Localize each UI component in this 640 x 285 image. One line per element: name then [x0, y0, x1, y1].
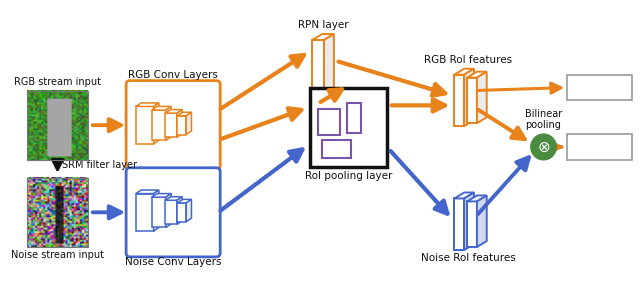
Polygon shape	[312, 34, 334, 40]
Polygon shape	[136, 194, 154, 231]
Polygon shape	[467, 72, 487, 78]
Polygon shape	[477, 196, 487, 247]
Polygon shape	[177, 200, 191, 203]
Polygon shape	[177, 203, 186, 222]
FancyBboxPatch shape	[567, 134, 632, 160]
Polygon shape	[467, 201, 477, 247]
Circle shape	[531, 134, 556, 160]
Polygon shape	[166, 113, 177, 137]
Polygon shape	[177, 197, 182, 224]
Polygon shape	[177, 109, 182, 137]
FancyBboxPatch shape	[126, 81, 220, 170]
Text: Noise stream input: Noise stream input	[11, 250, 104, 260]
Text: bbx_pred: bbx_pred	[575, 82, 625, 93]
Polygon shape	[464, 192, 474, 250]
Text: Bilinear
pooling: Bilinear pooling	[525, 109, 562, 130]
Bar	[318, 109, 340, 135]
Bar	[310, 87, 387, 167]
Text: RPN layer: RPN layer	[298, 20, 348, 30]
Text: Noise RoI features: Noise RoI features	[420, 253, 515, 263]
Polygon shape	[152, 197, 166, 227]
Polygon shape	[177, 116, 186, 135]
Polygon shape	[477, 72, 487, 123]
Polygon shape	[312, 40, 324, 101]
Polygon shape	[186, 200, 191, 222]
Polygon shape	[166, 200, 177, 224]
Polygon shape	[454, 198, 464, 250]
Polygon shape	[152, 194, 171, 197]
Polygon shape	[154, 190, 159, 231]
Polygon shape	[186, 112, 191, 135]
Text: RGB RoI features: RGB RoI features	[424, 55, 512, 65]
Bar	[347, 103, 362, 133]
Text: RGB Conv Layers: RGB Conv Layers	[128, 70, 218, 80]
Polygon shape	[152, 107, 171, 110]
Polygon shape	[152, 110, 166, 140]
Text: SRM filter layer: SRM filter layer	[63, 160, 138, 170]
Bar	[322, 140, 351, 158]
Polygon shape	[454, 75, 464, 126]
Text: cls_pred: cls_pred	[575, 142, 625, 152]
Polygon shape	[136, 103, 159, 107]
Polygon shape	[324, 34, 334, 101]
Polygon shape	[166, 107, 171, 140]
Text: RGB stream input: RGB stream input	[14, 77, 101, 87]
Polygon shape	[166, 197, 182, 200]
Polygon shape	[166, 109, 182, 113]
Bar	[27, 91, 88, 160]
Text: Noise Conv Layers: Noise Conv Layers	[125, 257, 221, 267]
Text: $\otimes$: $\otimes$	[537, 139, 550, 154]
Polygon shape	[166, 194, 171, 227]
Text: RoI pooling layer: RoI pooling layer	[305, 171, 392, 181]
Polygon shape	[464, 69, 474, 126]
Polygon shape	[136, 107, 154, 144]
Polygon shape	[154, 103, 159, 144]
FancyBboxPatch shape	[567, 75, 632, 100]
FancyBboxPatch shape	[126, 168, 220, 257]
Polygon shape	[467, 196, 487, 201]
Polygon shape	[177, 112, 191, 116]
Bar	[27, 178, 88, 247]
Polygon shape	[136, 190, 159, 194]
Polygon shape	[454, 69, 474, 75]
Polygon shape	[454, 192, 474, 198]
Polygon shape	[467, 78, 477, 123]
